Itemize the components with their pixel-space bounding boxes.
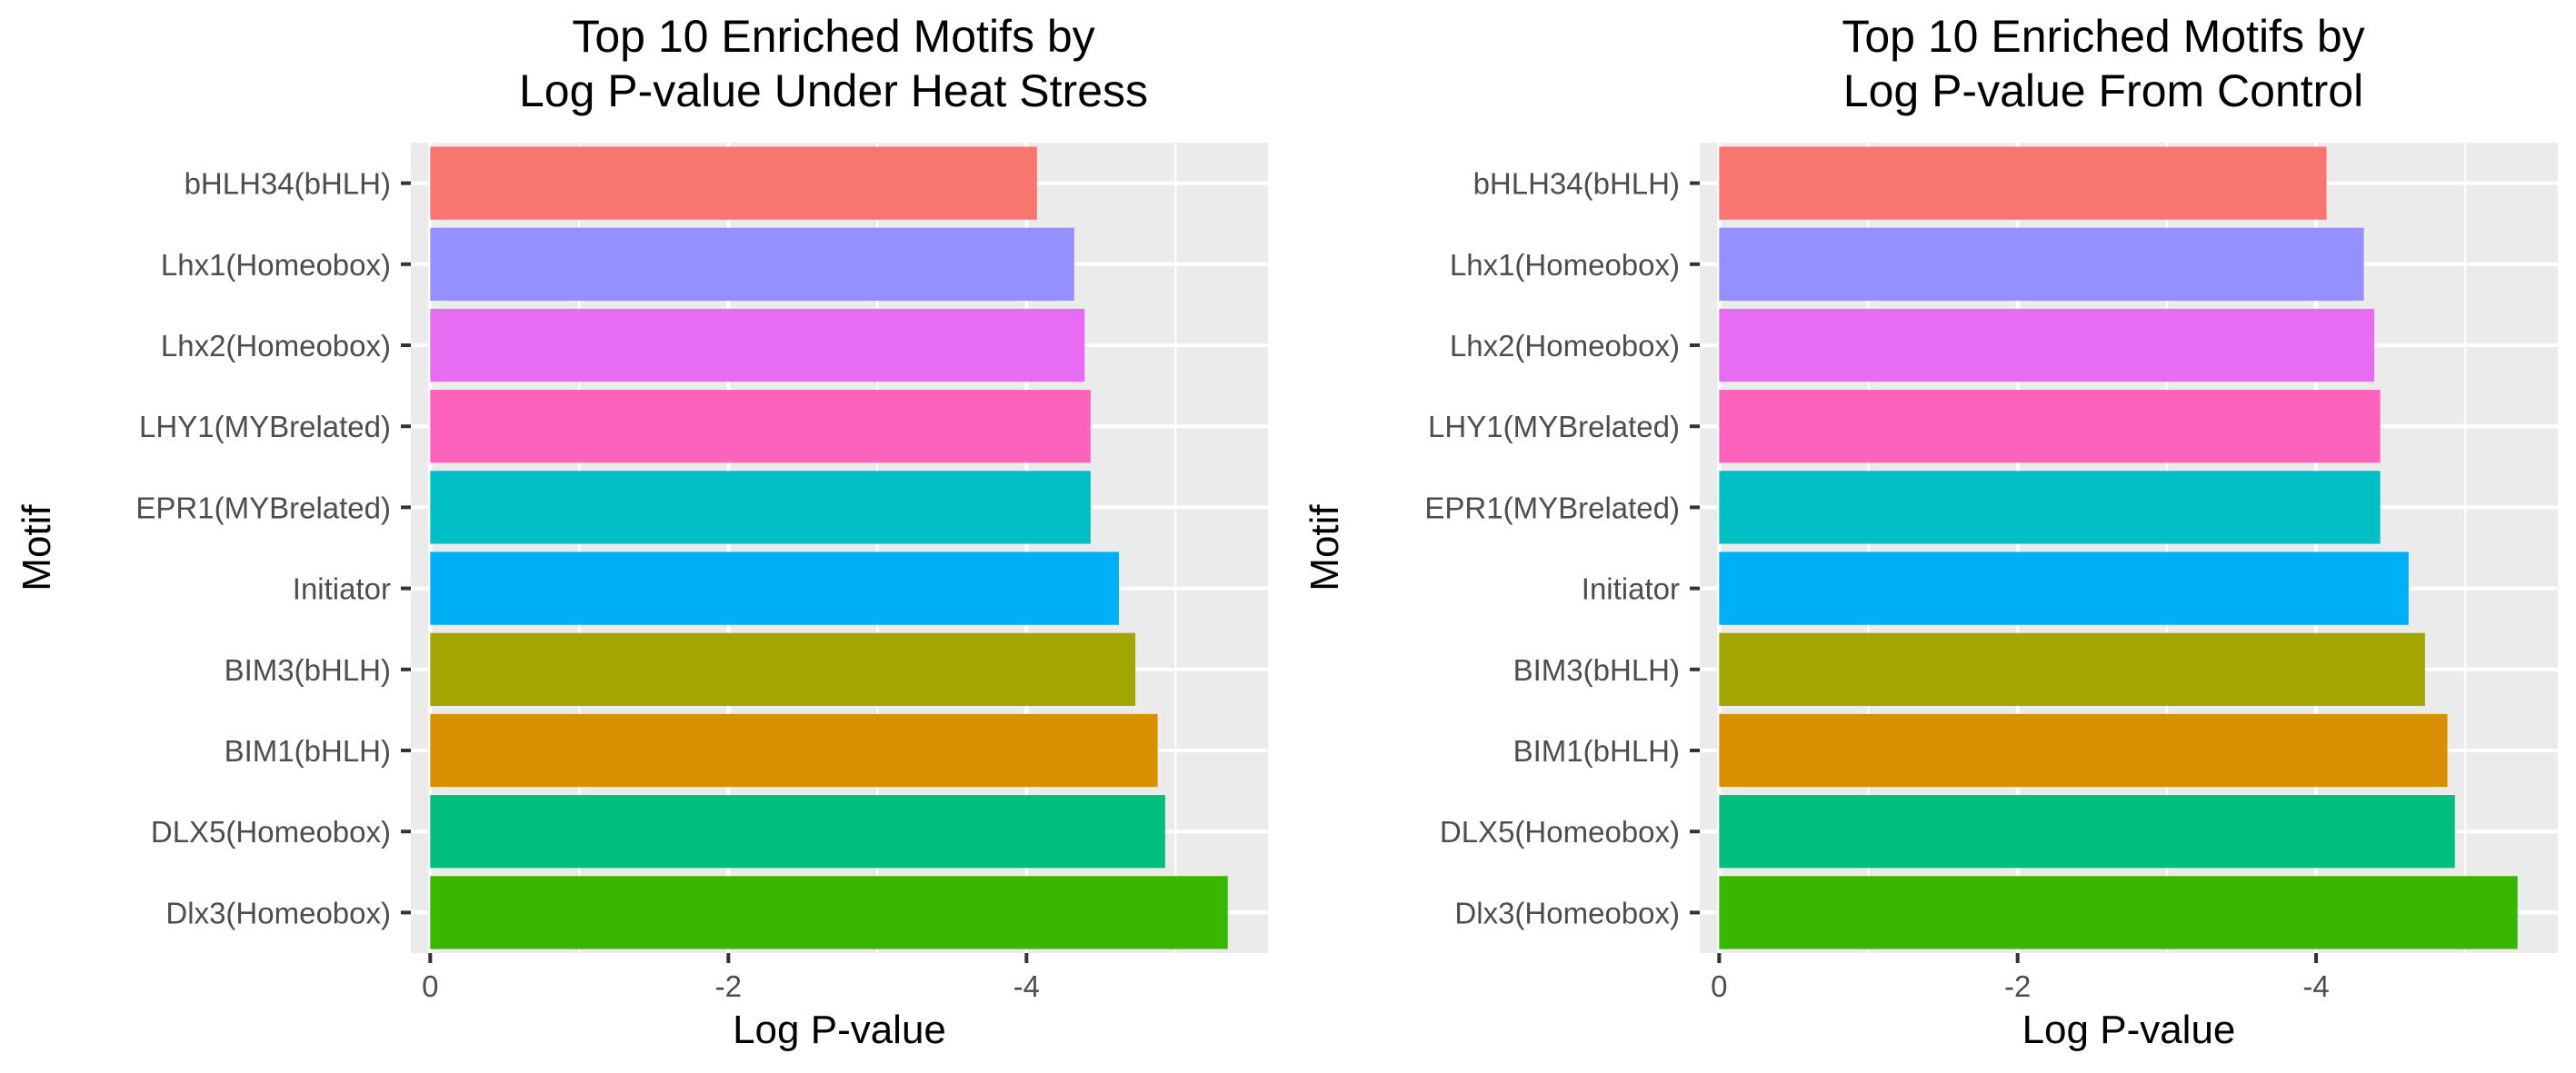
- y-tick-label: Lhx1(Homeobox): [1450, 248, 1680, 282]
- bar: [430, 632, 1136, 706]
- x-axis-title: Log P-value: [2022, 1008, 2236, 1052]
- y-tick-label: Lhx1(Homeobox): [161, 248, 391, 282]
- bar: [430, 471, 1091, 544]
- chart-title-line: Top 10 Enriched Motifs by: [1842, 11, 2364, 62]
- bar: [1719, 471, 2381, 544]
- y-tick-label: LHY1(MYBrelated): [139, 410, 391, 443]
- y-tick-label: Initiator: [293, 572, 391, 606]
- y-tick-label: Dlx3(Homeobox): [165, 896, 391, 929]
- chart-title-line: Top 10 Enriched Motifs by: [572, 11, 1094, 62]
- bar: [430, 713, 1158, 788]
- bar: [430, 795, 1165, 869]
- bar: [430, 308, 1085, 383]
- x-tick-label: -2: [715, 969, 742, 1003]
- bar: [1719, 146, 2327, 220]
- bar: [430, 227, 1074, 301]
- y-tick-label: DLX5(Homeobox): [1440, 815, 1680, 849]
- chart-title-line: Log P-value From Control: [1843, 65, 2363, 116]
- chart-title-line: Log P-value Under Heat Stress: [519, 65, 1148, 116]
- bar: [430, 551, 1119, 625]
- y-tick-label: BIM3(bHLH): [225, 653, 391, 687]
- chart-title: Top 10 Enriched Motifs by Log P-value Und…: [519, 11, 1148, 116]
- x-axis-title: Log P-value: [733, 1008, 946, 1052]
- y-tick-label: Dlx3(Homeobox): [1454, 896, 1680, 929]
- y-tick-label: EPR1(MYBrelated): [135, 491, 391, 524]
- y-tick-label: BIM3(bHLH): [1513, 653, 1680, 687]
- x-tick-label: 0: [422, 969, 438, 1003]
- y-tick-label: BIM1(bHLH): [225, 734, 391, 768]
- bar: [430, 876, 1228, 949]
- bar: [1719, 308, 2375, 383]
- bar: [1719, 390, 2381, 463]
- bar: [1719, 227, 2364, 301]
- chart-title: Top 10 Enriched Motifs by Log P-value Fro…: [1842, 11, 2364, 116]
- y-tick-label: bHLH34(bHLH): [1473, 167, 1680, 201]
- bar: [1719, 551, 2409, 625]
- chart-panel-2: bHLH34(bHLH) Lhx1(Homeobox) Lhx2(Homeobox)…: [1303, 11, 2558, 1052]
- bar: [1719, 876, 2518, 949]
- x-tick-label: -4: [1013, 969, 1040, 1003]
- y-axis-title: Motif: [15, 504, 59, 591]
- bar: [1719, 632, 2425, 706]
- y-axis-title: Motif: [1303, 504, 1347, 591]
- chart-panel-1: bHLH34(bHLH) Lhx1(Homeobox) Lhx2(Homeobox)…: [15, 11, 1268, 1052]
- y-tick-label: Lhx2(Homeobox): [161, 329, 391, 363]
- bar: [1719, 795, 2455, 869]
- y-tick-label: BIM1(bHLH): [1513, 734, 1680, 768]
- x-tick-label: -4: [2302, 969, 2329, 1003]
- bar: [430, 146, 1037, 220]
- bar: [1719, 713, 2448, 788]
- y-tick-label: Initiator: [1582, 572, 1680, 606]
- bar: [430, 390, 1091, 463]
- y-tick-label: EPR1(MYBrelated): [1424, 491, 1680, 524]
- x-tick-label: 0: [1711, 969, 1727, 1003]
- x-tick-label: -2: [2004, 969, 2031, 1003]
- y-tick-label: DLX5(Homeobox): [151, 815, 391, 849]
- y-tick-label: LHY1(MYBrelated): [1428, 410, 1680, 443]
- y-tick-label: Lhx2(Homeobox): [1450, 329, 1680, 363]
- y-tick-label: bHLH34(bHLH): [185, 167, 391, 201]
